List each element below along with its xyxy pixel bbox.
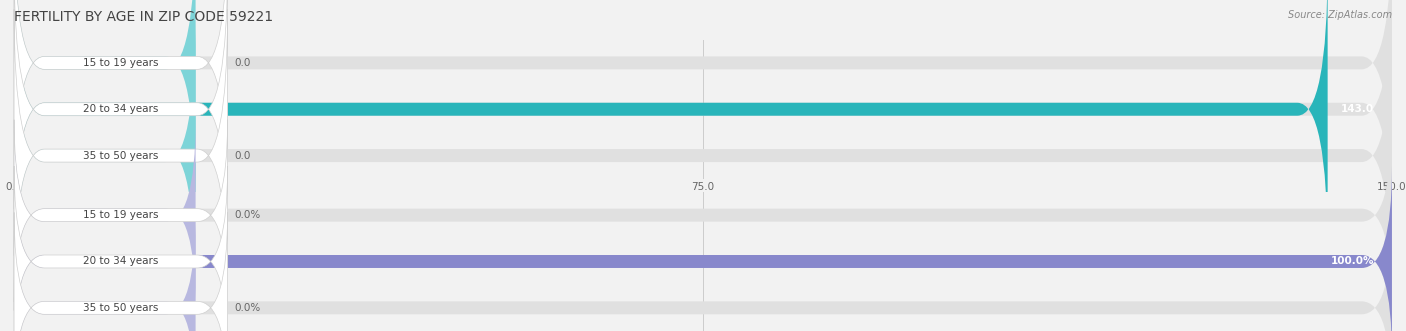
Text: 0.0: 0.0	[235, 58, 250, 68]
Text: 143.0: 143.0	[1341, 104, 1374, 114]
FancyBboxPatch shape	[14, 120, 228, 310]
FancyBboxPatch shape	[14, 166, 228, 331]
FancyBboxPatch shape	[14, 0, 1392, 209]
FancyBboxPatch shape	[14, 166, 1392, 331]
Text: 35 to 50 years: 35 to 50 years	[83, 151, 159, 161]
Text: 20 to 34 years: 20 to 34 years	[83, 104, 159, 114]
Text: 0.0: 0.0	[235, 151, 250, 161]
FancyBboxPatch shape	[14, 0, 1327, 256]
Text: 0.0%: 0.0%	[235, 303, 260, 313]
FancyBboxPatch shape	[14, 9, 1392, 302]
Text: 0.0%: 0.0%	[235, 210, 260, 220]
Text: FERTILITY BY AGE IN ZIP CODE 59221: FERTILITY BY AGE IN ZIP CODE 59221	[14, 10, 273, 24]
Text: 100.0%: 100.0%	[1330, 257, 1374, 266]
FancyBboxPatch shape	[14, 9, 195, 302]
FancyBboxPatch shape	[14, 0, 195, 209]
FancyBboxPatch shape	[14, 166, 1392, 331]
FancyBboxPatch shape	[14, 213, 1392, 331]
FancyBboxPatch shape	[14, 213, 228, 331]
FancyBboxPatch shape	[14, 0, 1392, 256]
FancyBboxPatch shape	[14, 9, 228, 302]
FancyBboxPatch shape	[14, 120, 1392, 310]
Text: 15 to 19 years: 15 to 19 years	[83, 210, 159, 220]
FancyBboxPatch shape	[14, 213, 195, 331]
Text: 35 to 50 years: 35 to 50 years	[83, 303, 159, 313]
FancyBboxPatch shape	[14, 0, 228, 256]
FancyBboxPatch shape	[14, 120, 195, 310]
Text: 20 to 34 years: 20 to 34 years	[83, 257, 159, 266]
Text: Source: ZipAtlas.com: Source: ZipAtlas.com	[1288, 10, 1392, 20]
FancyBboxPatch shape	[14, 0, 228, 209]
Text: 15 to 19 years: 15 to 19 years	[83, 58, 159, 68]
